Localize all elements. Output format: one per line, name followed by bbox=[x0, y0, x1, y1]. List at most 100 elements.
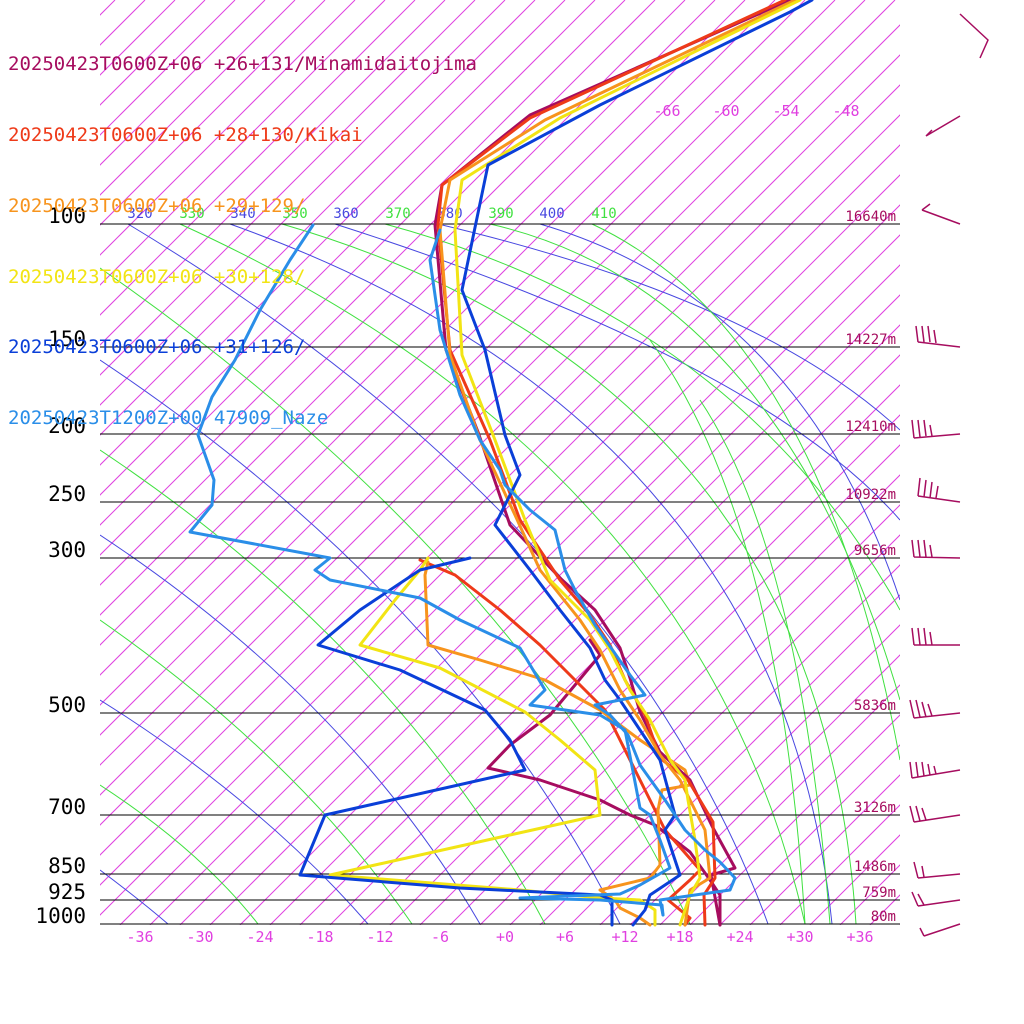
isotherm-line bbox=[100, 0, 626, 526]
isobar-lines bbox=[100, 223, 900, 925]
isotherm-line bbox=[359, 384, 900, 925]
wind-barb bbox=[909, 805, 961, 823]
theta-curve bbox=[649, 339, 806, 925]
theta-label: 400 bbox=[539, 206, 564, 222]
isotherm-line bbox=[539, 564, 900, 925]
wind-barb bbox=[915, 325, 961, 348]
isotherm-line bbox=[100, 0, 686, 586]
legend: 20250423T0600Z+06 +26+131/Minamidaitojim… bbox=[8, 6, 477, 454]
legend-entry-minamidaitojima: 20250423T0600Z+06 +26+131/Minamidaitojim… bbox=[8, 53, 477, 76]
sounding-series bbox=[188, 0, 814, 927]
temperature-tick-label: -6 bbox=[431, 928, 449, 946]
pressure-tick-label: 1000 bbox=[35, 904, 86, 928]
temperature-line bbox=[428, 228, 737, 917]
isotherm-line bbox=[100, 0, 446, 346]
isotherm-line bbox=[749, 774, 900, 925]
isotherm-line bbox=[100, 0, 296, 196]
isotherm-line bbox=[100, 0, 596, 496]
isotherm-line bbox=[899, 924, 900, 925]
isotherm-line bbox=[509, 534, 900, 925]
pressure-tick-label: 850 bbox=[48, 854, 86, 878]
isotherm-line bbox=[100, 0, 866, 766]
isotherm-line bbox=[329, 354, 900, 925]
height-labels: 16640m 14227m 12410m 10922m 9656m 5836m 3126m 1… bbox=[845, 209, 896, 925]
height-label: 12410m bbox=[845, 419, 896, 435]
isotherm-label: -54 bbox=[772, 102, 799, 120]
theta-label: 410 bbox=[591, 206, 616, 222]
theta-curve bbox=[591, 223, 900, 761]
isotherm-line bbox=[100, 0, 356, 256]
isotherm-line bbox=[869, 894, 900, 925]
dewpoint-line bbox=[298, 556, 614, 927]
wind-barb bbox=[911, 419, 961, 439]
theta-curve bbox=[179, 223, 806, 925]
height-label: 80m bbox=[871, 909, 896, 925]
isotherm-line bbox=[100, 0, 746, 646]
pressure-tick-label: 250 bbox=[48, 482, 86, 506]
pressure-tick-label: 925 bbox=[48, 880, 86, 904]
isotherm-line bbox=[100, 0, 896, 796]
height-label: 5836m bbox=[854, 698, 896, 714]
theta-curve bbox=[384, 223, 900, 611]
pressure-tick-label: 100 bbox=[48, 204, 86, 228]
isotherm-line bbox=[100, 84, 900, 886]
isotherm-line bbox=[100, 0, 776, 676]
theta-curve bbox=[699, 399, 831, 925]
dewpoint-line bbox=[486, 638, 722, 927]
theta-label: 360 bbox=[333, 206, 358, 222]
isotherm-line bbox=[930, 0, 1024, 925]
isotherm-line bbox=[569, 594, 900, 925]
wind-barb bbox=[919, 923, 961, 937]
wind-barb bbox=[911, 891, 961, 907]
height-label: 3126m bbox=[854, 800, 896, 816]
isotherm-labels: -66 -60 -54 -48 bbox=[653, 102, 859, 120]
height-label: 16640m bbox=[845, 209, 896, 225]
isotherm-line bbox=[389, 414, 900, 925]
temperature-line bbox=[433, 0, 792, 927]
isotherm-line bbox=[209, 234, 900, 925]
theta-curve bbox=[100, 534, 481, 925]
pressure-tick-label: 500 bbox=[48, 693, 86, 717]
temperature-tick-label: -18 bbox=[306, 928, 333, 946]
isotherm-line bbox=[719, 744, 900, 925]
height-label: 14227m bbox=[845, 332, 896, 348]
theta-curve bbox=[539, 223, 900, 601]
isotherm-line bbox=[100, 0, 806, 706]
isotherm-line bbox=[960, 0, 1024, 925]
isotherm-line bbox=[100, 0, 536, 436]
temperature-tick-label: +24 bbox=[726, 928, 753, 946]
temperature-tick-label: -30 bbox=[186, 928, 213, 946]
isotherm-line bbox=[100, 54, 900, 856]
theta-curve bbox=[100, 699, 369, 925]
isotherm-line bbox=[119, 144, 900, 925]
theta-curve bbox=[334, 223, 900, 521]
height-label: 759m bbox=[862, 885, 896, 901]
theta-label: 340 bbox=[230, 206, 255, 222]
isotherm-line bbox=[809, 834, 900, 925]
theta-label: 350 bbox=[282, 206, 307, 222]
isotherm-line bbox=[100, 0, 836, 736]
wind-barbs bbox=[909, 13, 989, 937]
temperature-line bbox=[453, 0, 802, 927]
isotherm-line bbox=[659, 684, 900, 925]
isotherm-label: -60 bbox=[712, 102, 739, 120]
isotherm-line bbox=[149, 174, 900, 925]
isotherm-line bbox=[100, 0, 566, 466]
legend-entry-30-128: 20250423T0600Z+06 +30+128/ bbox=[8, 265, 306, 288]
legend-entry-kikai: 20250423T0600Z+06 +28+130/Kikai bbox=[8, 123, 363, 146]
isotherm-line bbox=[269, 294, 900, 925]
wind-barb bbox=[959, 13, 989, 59]
isotherm-label: -48 bbox=[832, 102, 859, 120]
wind-barb bbox=[911, 627, 960, 646]
temperature-tick-label: +30 bbox=[786, 928, 813, 946]
wind-barb bbox=[909, 699, 961, 719]
theta-label: 390 bbox=[488, 206, 513, 222]
wind-barb bbox=[925, 115, 961, 137]
isotherm-line bbox=[839, 864, 900, 925]
isotherm-line bbox=[100, 24, 900, 826]
isotherm-line bbox=[179, 204, 900, 925]
temperature-axis-labels: -36 -30 -24 -18 -12 -6 +0 +6 +12 +18 +24 +30 +36 bbox=[126, 928, 873, 946]
isotherm-line bbox=[629, 654, 900, 925]
legend-entry-29-129: 20250423T0600Z+06 +29+129/ bbox=[8, 194, 306, 217]
isotherm-line bbox=[100, 0, 716, 616]
